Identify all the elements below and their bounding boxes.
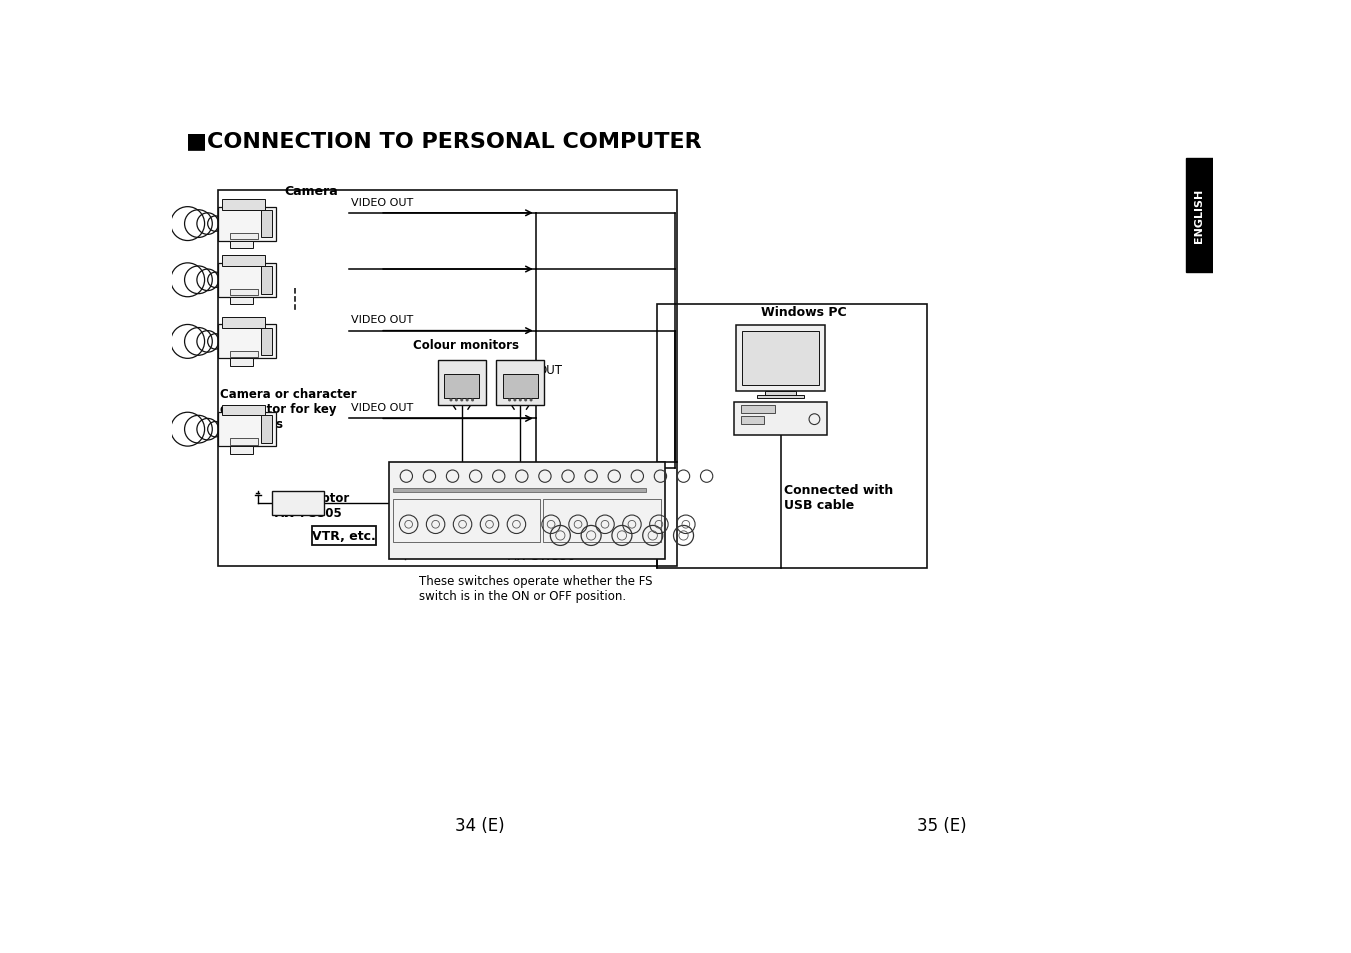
Bar	[230, 352, 258, 357]
Circle shape	[450, 399, 453, 402]
Text: 35 (E): 35 (E)	[917, 816, 967, 834]
Bar	[389, 463, 665, 559]
Text: AW-SW350: AW-SW350	[508, 550, 577, 563]
Bar	[223, 317, 265, 328]
Text: Colour monitors: Colour monitors	[412, 338, 519, 352]
Bar	[223, 256, 265, 267]
Bar	[1186, 159, 1213, 273]
Bar	[261, 416, 272, 443]
Bar	[219, 192, 677, 567]
Bar	[230, 439, 258, 445]
Text: VIDEO OUT: VIDEO OUT	[351, 315, 413, 325]
Text: Camera: Camera	[284, 185, 338, 197]
Bar	[393, 489, 646, 492]
Bar	[230, 233, 258, 240]
Bar	[223, 200, 265, 211]
Bar	[312, 527, 376, 545]
Circle shape	[530, 399, 532, 402]
Bar	[758, 395, 804, 399]
Text: VIDEO OUT: VIDEO OUT	[351, 197, 413, 208]
Text: VTR, etc.: VTR, etc.	[312, 529, 376, 542]
Bar	[503, 375, 538, 399]
Bar	[219, 413, 276, 447]
Bar	[261, 267, 272, 294]
Text: OUT: OUT	[538, 363, 562, 376]
Bar	[393, 499, 539, 542]
Bar	[736, 326, 825, 392]
Bar	[740, 416, 763, 424]
Bar	[223, 405, 265, 416]
Bar	[261, 211, 272, 238]
Text: ENGLISH: ENGLISH	[1194, 189, 1204, 243]
Bar	[219, 264, 276, 297]
Text: 34 (E): 34 (E)	[455, 816, 505, 834]
Bar	[261, 328, 272, 355]
Circle shape	[519, 399, 521, 402]
Circle shape	[466, 399, 469, 402]
Bar	[230, 290, 258, 295]
Text: These switches operate whether the FS
switch is in the ON or OFF position.: These switches operate whether the FS sw…	[419, 575, 653, 602]
Bar	[743, 332, 819, 385]
Text: Windows PC: Windows PC	[762, 305, 847, 318]
Bar	[219, 208, 276, 241]
Bar	[658, 305, 927, 568]
Circle shape	[461, 399, 463, 402]
Text: Camera or character
generator for key
synthesis: Camera or character generator for key sy…	[220, 388, 357, 431]
Bar	[765, 392, 796, 395]
Circle shape	[455, 399, 458, 402]
Bar	[740, 406, 775, 414]
Text: ■CONNECTION TO PERSONAL COMPUTER: ■CONNECTION TO PERSONAL COMPUTER	[186, 131, 701, 151]
Bar	[735, 403, 827, 436]
Circle shape	[513, 399, 516, 402]
Bar	[444, 375, 480, 399]
Text: VIDEO OUT: VIDEO OUT	[351, 403, 413, 413]
Bar	[230, 447, 253, 455]
Bar	[230, 241, 253, 249]
Bar	[272, 491, 324, 516]
Bar	[230, 297, 253, 305]
Bar	[438, 360, 485, 405]
Bar	[543, 499, 661, 542]
Text: AC adaptor
AW-PS505: AC adaptor AW-PS505	[274, 492, 349, 519]
Circle shape	[471, 399, 474, 402]
Circle shape	[508, 399, 511, 402]
Bar	[496, 360, 544, 405]
Circle shape	[524, 399, 527, 402]
Bar	[219, 325, 276, 359]
Text: Connected with
USB cable: Connected with USB cable	[785, 483, 893, 512]
Bar	[230, 359, 253, 367]
